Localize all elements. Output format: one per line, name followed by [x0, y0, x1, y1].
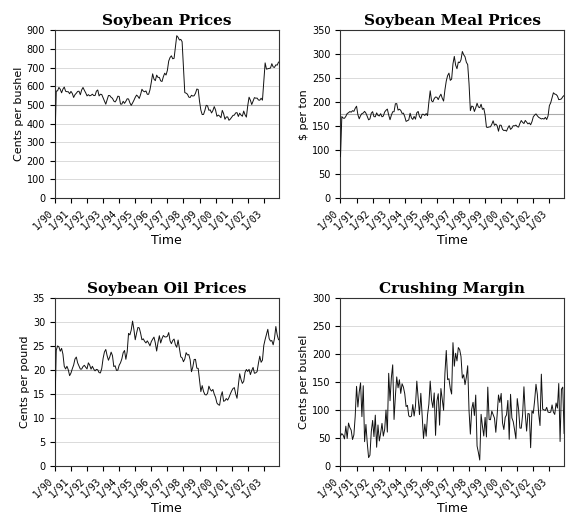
Title: Soybean Oil Prices: Soybean Oil Prices	[87, 282, 246, 296]
Title: Soybean Meal Prices: Soybean Meal Prices	[364, 14, 541, 28]
X-axis label: Time: Time	[437, 234, 468, 247]
Y-axis label: Cents per bushel: Cents per bushel	[14, 67, 24, 161]
Y-axis label: Cents per bushel: Cents per bushel	[299, 335, 309, 430]
Y-axis label: Cents per pound: Cents per pound	[20, 336, 30, 428]
Title: Crushing Margin: Crushing Margin	[379, 282, 525, 296]
Y-axis label: $ per ton: $ per ton	[299, 89, 309, 140]
Title: Soybean Prices: Soybean Prices	[102, 14, 231, 28]
X-axis label: Time: Time	[151, 502, 182, 515]
X-axis label: Time: Time	[437, 502, 468, 515]
X-axis label: Time: Time	[151, 234, 182, 247]
